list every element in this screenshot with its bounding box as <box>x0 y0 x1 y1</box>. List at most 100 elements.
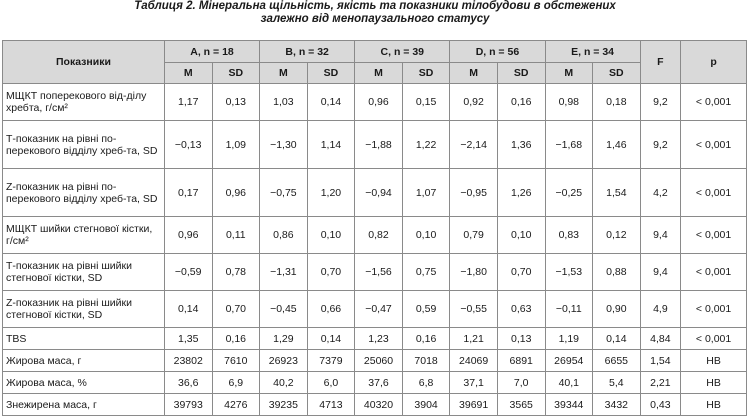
caption-line-2: залежно від менопаузального статусу <box>260 13 490 25</box>
row-label: МЩКТ поперекового від-ділу хребта, г/см² <box>2 83 165 121</box>
header-m: M <box>544 62 594 84</box>
table-row: Z-показник на рівні по-перекового відділ… <box>2 168 747 217</box>
table-cell: 6655 <box>592 349 641 372</box>
table-cell: 0,92 <box>449 83 498 121</box>
table-cell: −0,25 <box>544 168 594 217</box>
table-cell: 3432 <box>592 393 641 416</box>
table-row: Знежирена маса, г 39793 4276 39235 4713 40320… <box>2 393 747 416</box>
header-m: M <box>259 62 308 84</box>
table-cell: 0,88 <box>592 253 641 291</box>
table-cell: 1,54 <box>639 349 682 372</box>
table-cell: −0,94 <box>354 168 403 217</box>
table-cell: 7,0 <box>496 371 546 394</box>
table-cell: 25060 <box>354 349 403 372</box>
table-cell: НВ <box>680 371 747 394</box>
table-cell: −0,45 <box>259 290 308 328</box>
table-cell: 6891 <box>496 349 546 372</box>
table-row: МЩКТ поперекового від-ділу хребта, г/см²… <box>2 83 747 121</box>
table-cell: 5,4 <box>592 371 641 394</box>
table-cell: −0,11 <box>544 290 594 328</box>
table-cell: < 0,001 <box>680 168 747 217</box>
header-sd: SD <box>306 62 356 84</box>
table-cell: 0,11 <box>211 216 261 254</box>
table-cell: < 0,001 <box>680 216 747 254</box>
table-cell: 39793 <box>163 393 213 416</box>
table-cell: 6,8 <box>401 371 451 394</box>
table-cell: 1,09 <box>211 120 261 169</box>
table-cell: 37,6 <box>354 371 403 394</box>
table-cell: 39691 <box>449 393 498 416</box>
header-group-c: C, n = 39 <box>354 40 451 63</box>
table-cell: −1,53 <box>544 253 594 291</box>
header-group-d: D, n = 56 <box>449 40 546 63</box>
table-cell: 0,90 <box>592 290 641 328</box>
table-cell: 0,10 <box>401 216 451 254</box>
header-indicator: Показники <box>2 40 165 84</box>
table-cell: 7610 <box>211 349 261 372</box>
table-cell: 0,18 <box>592 83 641 121</box>
table-cell: 0,63 <box>496 290 546 328</box>
table-cell: 37,1 <box>449 371 498 394</box>
table-cell: −1,31 <box>259 253 308 291</box>
table-cell: 1,54 <box>592 168 641 217</box>
table-cell: −0,55 <box>449 290 498 328</box>
table-cell: НВ <box>680 349 747 372</box>
table-cell: −0,95 <box>449 168 498 217</box>
table-cell: 1,20 <box>306 168 356 217</box>
table-cell: 1,07 <box>401 168 451 217</box>
row-label: Т-показник на рівні шийки стегнової кіст… <box>2 253 165 291</box>
table-body: МЩКТ поперекового від-ділу хребта, г/см²… <box>2 83 747 416</box>
table-cell: 1,19 <box>544 327 594 350</box>
table-cell: 0,14 <box>306 327 356 350</box>
table-cell: −1,88 <box>354 120 403 169</box>
header-group-b: B, n = 32 <box>259 40 356 63</box>
row-label: Жирова маса, % <box>2 371 165 394</box>
table-cell: −0,13 <box>163 120 213 169</box>
header-m: M <box>449 62 498 84</box>
table-cell: 0,13 <box>211 83 261 121</box>
table-cell: 0,43 <box>639 393 682 416</box>
table-cell: 40,1 <box>544 371 594 394</box>
table-cell: 0,59 <box>401 290 451 328</box>
table-cell: 1,21 <box>449 327 498 350</box>
header-p: p <box>680 40 747 84</box>
results-table: Показники A, n = 18 B, n = 32 C, n = 39 … <box>2 40 747 416</box>
table-cell: < 0,001 <box>680 253 747 291</box>
row-label: Жирова маса, г <box>2 349 165 372</box>
table-cell: 1,03 <box>259 83 308 121</box>
header-sd: SD <box>211 62 261 84</box>
table-cell: 0,14 <box>592 327 641 350</box>
table-cell: −0,47 <box>354 290 403 328</box>
table-cell: 0,10 <box>496 216 546 254</box>
header-m: M <box>354 62 403 84</box>
table-cell: 0,13 <box>496 327 546 350</box>
table-cell: −1,68 <box>544 120 594 169</box>
table-cell: 4,9 <box>639 290 682 328</box>
table-cell: −1,56 <box>354 253 403 291</box>
table-cell: −1,80 <box>449 253 498 291</box>
table-cell: 0,78 <box>211 253 261 291</box>
table-cell: < 0,001 <box>680 290 747 328</box>
header-sd: SD <box>592 62 641 84</box>
row-label: Z-показник на рівні шийки стегнової кіст… <box>2 290 165 328</box>
table-cell: 2,21 <box>639 371 682 394</box>
table-cell: 1,35 <box>163 327 213 350</box>
header-sd: SD <box>496 62 546 84</box>
table-cell: 0,96 <box>163 216 213 254</box>
table-cell: 0,14 <box>306 83 356 121</box>
table-cell: 0,70 <box>211 290 261 328</box>
row-label: TBS <box>2 327 165 350</box>
row-label: МЩКТ шийки стегнової кістки, г/см² <box>2 216 165 254</box>
table-cell: 4,84 <box>639 327 682 350</box>
table-cell: 36,6 <box>163 371 213 394</box>
table-cell: 0,66 <box>306 290 356 328</box>
row-label: Знежирена маса, г <box>2 393 165 416</box>
table-cell: < 0,001 <box>680 83 747 121</box>
table-cell: 0,75 <box>401 253 451 291</box>
table-cell: 26923 <box>259 349 308 372</box>
table-cell: 0,83 <box>544 216 594 254</box>
table-cell: 4713 <box>306 393 356 416</box>
table-cell: 0,15 <box>401 83 451 121</box>
table-cell: 4276 <box>211 393 261 416</box>
table-cell: 1,14 <box>306 120 356 169</box>
